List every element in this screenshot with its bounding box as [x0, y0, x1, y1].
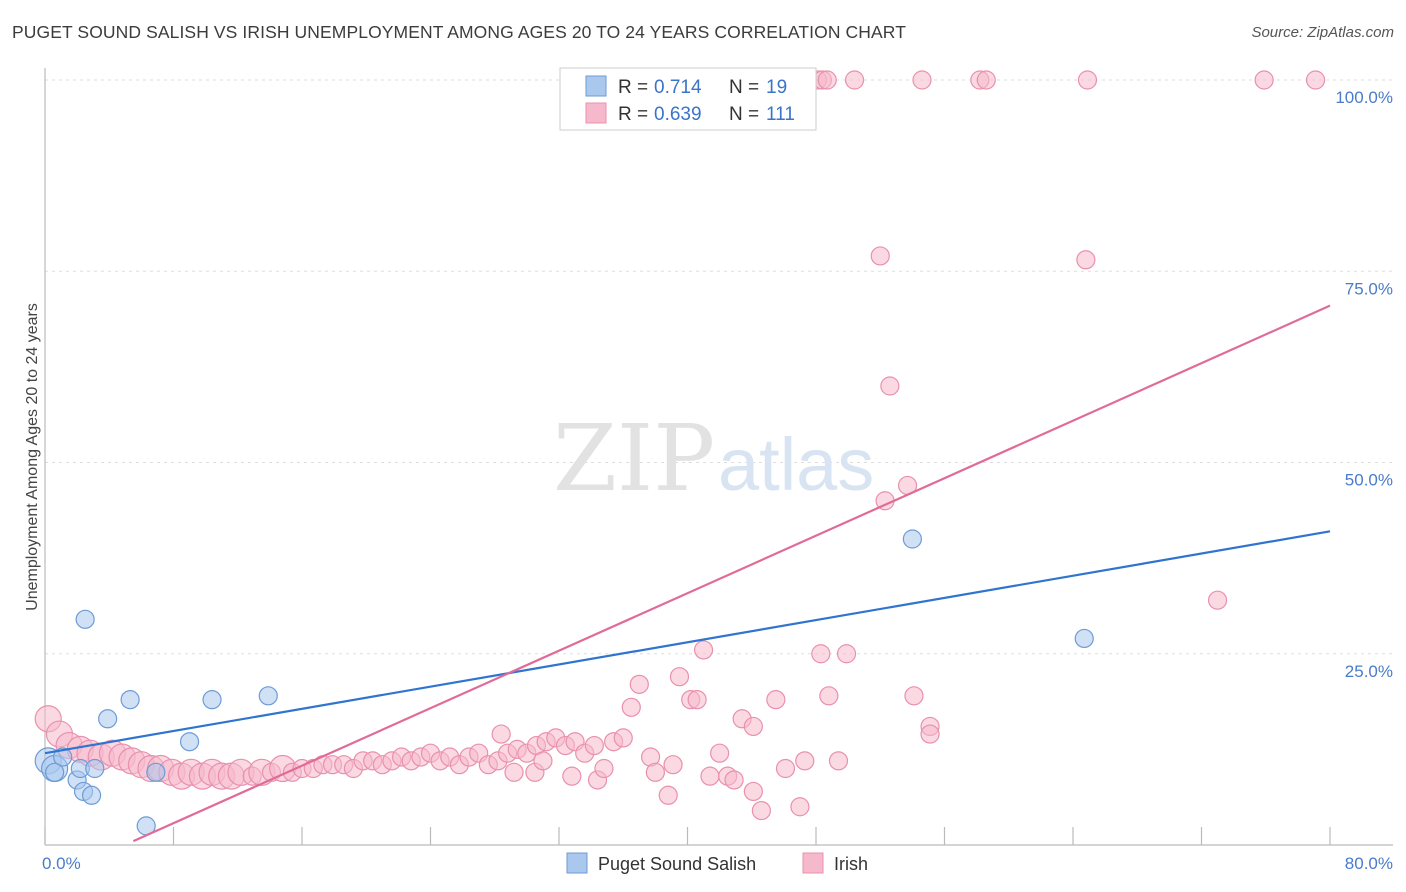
irish-points	[34, 70, 1326, 821]
y-tick-label: 25.0%	[1345, 662, 1393, 681]
bottom-legend-label-irish: Irish	[834, 854, 868, 874]
irish-point	[594, 758, 614, 779]
puget-sound-salish-point	[179, 732, 200, 752]
chart-source: Source: ZipAtlas.com	[1251, 24, 1394, 41]
legend-n-label: N =	[729, 104, 759, 125]
irish-point	[828, 751, 849, 771]
legend-n-value: 111	[766, 104, 795, 125]
puget-sound-salish-trend-line	[44, 530, 1331, 755]
legend-r-label: R =	[618, 104, 648, 125]
puget-sound-salish-point	[85, 758, 105, 779]
legend-n-value: 19	[766, 77, 787, 98]
puget-sound-salish-point	[75, 609, 95, 629]
watermark: ZIP atlas	[553, 405, 874, 512]
legend-swatch	[585, 102, 607, 124]
irish-point	[790, 797, 810, 817]
irish-point	[811, 644, 831, 664]
irish-point	[658, 785, 678, 805]
irish-point	[504, 762, 524, 782]
puget-sound-salish-point	[202, 690, 222, 710]
irish-point	[693, 640, 714, 660]
legend-r-label: R =	[618, 77, 648, 98]
y-tick-labels: 25.0% 50.0% 75.0% 100.0%	[1335, 88, 1393, 681]
chart-title: PUGET SOUND SALISH VS IRISH UNEMPLOYMENT…	[12, 22, 907, 42]
irish-point	[629, 674, 649, 694]
irish-point	[687, 690, 707, 710]
legend-r-value: 0.714	[654, 77, 702, 98]
x-tick-labels: 0.0% 80.0%	[42, 854, 1393, 873]
legend-swatch	[585, 75, 607, 97]
irish-point	[584, 735, 604, 756]
puget-sound-salish-point	[53, 747, 73, 767]
irish-point	[700, 766, 720, 786]
irish-point	[817, 70, 837, 90]
irish-point	[533, 751, 553, 771]
legend-n-label: N =	[729, 77, 759, 98]
irish-point	[904, 686, 924, 706]
puget-sound-salish-point	[258, 686, 278, 706]
puget-sound-salish-point	[98, 709, 118, 729]
irish-point	[1076, 250, 1096, 270]
irish-point	[836, 644, 857, 664]
irish-point	[669, 667, 690, 687]
puget-sound-salish-point	[45, 762, 65, 782]
irish-point	[645, 762, 665, 782]
irish-point	[743, 781, 763, 802]
irish-point	[819, 686, 839, 706]
irish-point	[743, 716, 763, 737]
watermark-zip: ZIP	[553, 405, 715, 512]
irish-point	[920, 724, 940, 744]
trend-lines	[44, 304, 1331, 843]
irish-point	[775, 758, 796, 779]
legend-r-value: 0.639	[654, 104, 702, 125]
watermark-atlas: atlas	[718, 423, 874, 506]
y-axis-label: Unemployment Among Ages 20 to 24 years	[24, 303, 41, 611]
puget-sound-salish-point	[146, 762, 166, 782]
irish-point	[1305, 70, 1326, 90]
x-tick-label: 0.0%	[42, 854, 81, 873]
irish-point	[613, 728, 633, 748]
bottom-legend-label-puget-sound-salish: Puget Sound Salish	[598, 854, 756, 874]
irish-point	[1254, 70, 1274, 90]
irish-point	[751, 800, 771, 821]
irish-point	[795, 751, 815, 771]
legend: R = 0.714 N = 19 R = 0.639 N = 111	[559, 67, 817, 131]
irish-point	[870, 246, 890, 266]
x-tick-label: 80.0%	[1345, 854, 1393, 873]
puget-sound-salish-point	[81, 785, 102, 805]
irish-point	[710, 743, 730, 763]
puget-sound-salish-point	[1074, 628, 1094, 649]
irish-point	[880, 376, 900, 396]
puget-sound-salish-points	[34, 529, 1094, 836]
bottom-legend: Puget Sound Salish Irish	[566, 852, 868, 874]
irish-point	[621, 697, 641, 717]
irish-point	[562, 766, 582, 786]
irish-point	[1077, 70, 1098, 90]
irish-point	[912, 70, 932, 90]
y-tick-label: 100.0%	[1335, 88, 1393, 107]
y-tick-label: 50.0%	[1345, 471, 1393, 490]
irish-point	[663, 755, 683, 775]
irish-point	[491, 724, 511, 744]
puget-sound-salish-point	[120, 690, 140, 710]
irish-point	[1207, 590, 1228, 610]
bottom-legend-swatch-puget-sound-salish	[566, 852, 588, 874]
irish-point	[766, 690, 786, 710]
puget-sound-salish-point	[902, 529, 922, 549]
bottom-legend-swatch-irish	[802, 852, 824, 874]
y-tick-label: 75.0%	[1345, 279, 1393, 298]
irish-point	[844, 70, 865, 90]
irish-trend-line	[132, 304, 1331, 843]
irish-point	[724, 770, 744, 790]
irish-point	[976, 70, 996, 90]
